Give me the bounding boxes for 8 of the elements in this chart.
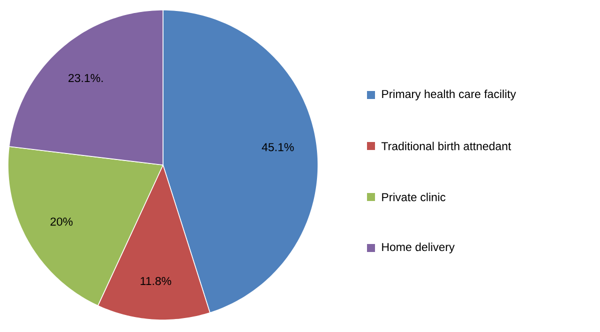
data-label: 45.1% xyxy=(262,143,294,152)
legend-label: Traditional birth attnedant xyxy=(381,142,512,150)
legend-label: Private clinic xyxy=(382,192,446,202)
data-label: 11.8% xyxy=(140,276,172,286)
data-label: 20% xyxy=(50,218,73,226)
legend-label: Primary health care facility xyxy=(382,90,516,100)
data-label: 23.1%. xyxy=(68,74,103,82)
legend-label: Home delivery xyxy=(382,242,455,254)
